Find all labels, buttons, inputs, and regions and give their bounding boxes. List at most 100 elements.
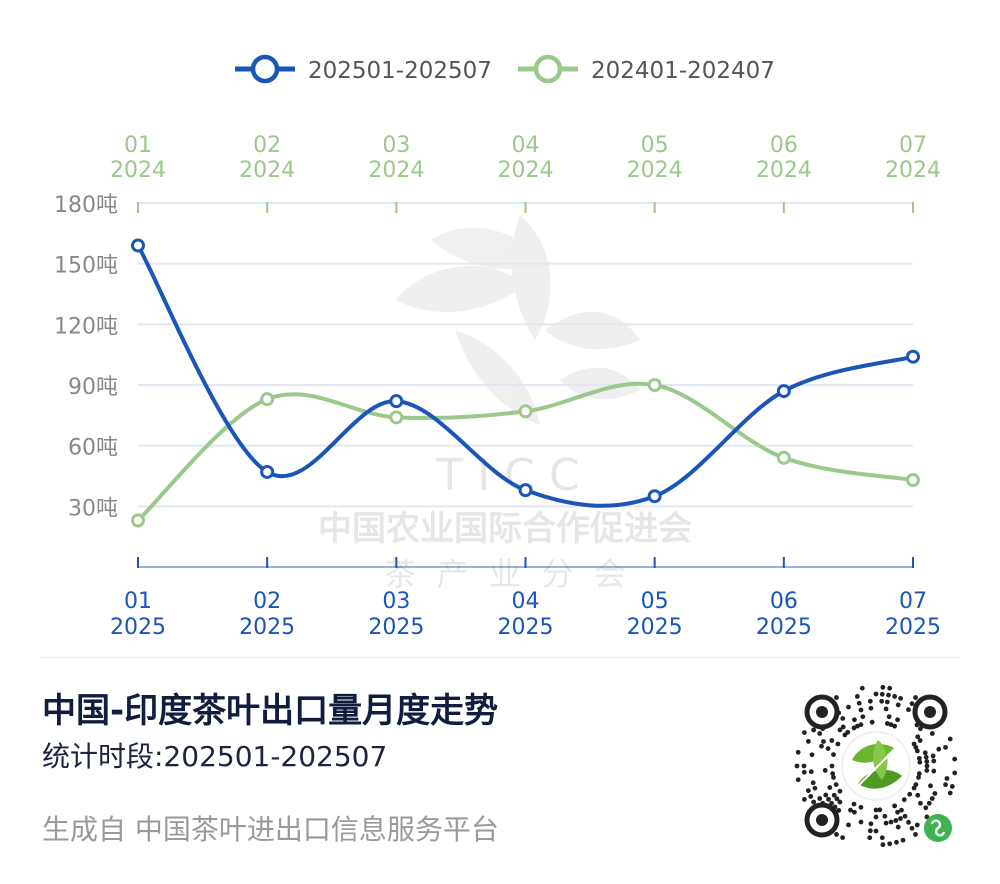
qr-dot — [907, 791, 913, 797]
qr-dot — [883, 706, 889, 712]
qr-dot — [894, 839, 899, 845]
qr-dot — [929, 796, 935, 801]
qr-dot — [835, 741, 841, 747]
tea-leaf-logo-icon — [841, 731, 911, 801]
watermark-line1: T I C C — [435, 450, 579, 501]
qr-dot — [947, 790, 953, 796]
qr-dot — [858, 707, 864, 713]
x-top-month-label: 01 — [124, 133, 152, 158]
qr-code-pattern — [794, 684, 958, 848]
qr-dot — [868, 705, 874, 711]
qr-dot — [879, 698, 885, 704]
qr-dot — [922, 750, 928, 756]
qr-dot — [851, 801, 857, 807]
data-point-1 — [260, 392, 275, 407]
qr-dot — [829, 800, 834, 806]
qr-dot — [794, 763, 800, 769]
qr-dot — [900, 837, 906, 843]
data-point-0 — [260, 464, 275, 479]
qr-dot — [840, 716, 846, 721]
qr-dot — [830, 771, 836, 777]
qr-code-icon[interactable] — [786, 676, 966, 856]
x-bottom-month-label: 03 — [382, 589, 410, 614]
qr-dot — [944, 776, 950, 781]
qr-dot — [887, 685, 893, 691]
y-tick-label: 150吨 — [54, 254, 118, 279]
qr-dot — [802, 796, 807, 802]
qr-dot — [846, 822, 851, 828]
qr-dot — [915, 734, 921, 740]
qr-dot — [914, 822, 920, 828]
qr-dot — [812, 785, 818, 791]
qr-dot — [886, 714, 892, 720]
data-point-0 — [131, 238, 145, 253]
qr-dot — [858, 722, 864, 728]
qr-dot — [867, 835, 873, 841]
qr-dot — [877, 807, 883, 813]
x-top-year-label: 2024 — [110, 158, 166, 183]
y-tick-label: 60吨 — [68, 436, 118, 461]
qr-dot — [817, 796, 823, 801]
qr-dot — [825, 746, 831, 751]
qr-dot — [852, 809, 857, 815]
qr-dot — [916, 771, 922, 777]
chart-title: 中国-印度茶叶出口量月度走势 — [42, 691, 499, 731]
qr-dot — [929, 731, 935, 736]
qr-dot — [846, 704, 851, 710]
qr-dot — [795, 749, 801, 755]
data-point-0 — [906, 349, 920, 364]
qr-dot — [826, 796, 831, 802]
x-bottom-year-label: 2025 — [239, 615, 295, 640]
qr-dot — [898, 695, 904, 701]
qr-dot — [931, 768, 937, 774]
series-points — [131, 238, 920, 528]
qr-dot — [808, 794, 814, 799]
qr-dot — [805, 738, 811, 744]
qr-dot — [916, 774, 921, 780]
qr-dot — [829, 763, 835, 769]
qr-dot — [926, 800, 932, 806]
qr-dot — [859, 685, 865, 691]
y-tick-label: 180吨 — [54, 193, 118, 218]
qr-dot — [936, 746, 942, 752]
qr-dot — [873, 691, 879, 697]
watermark-line3: 茶 产 业 分 会 — [384, 555, 625, 593]
qr-dot — [834, 832, 839, 837]
x-axes: 0120240120250220240220250320240320250420… — [110, 133, 941, 640]
qr-dot — [840, 835, 846, 840]
qr-dot — [893, 818, 899, 823]
qr-dot — [906, 819, 911, 825]
data-point-0 — [647, 489, 662, 504]
qr-dot — [915, 792, 921, 798]
qr-dot — [860, 714, 866, 720]
x-top-year-label: 2024 — [756, 158, 812, 183]
legend-label: 202401-202407 — [591, 58, 775, 84]
qr-dot — [913, 832, 918, 837]
qr-dot — [892, 723, 897, 729]
qr-dot — [947, 736, 953, 742]
qr-dot — [831, 792, 837, 798]
qr-dot — [822, 768, 828, 773]
qr-dot — [895, 702, 901, 708]
qr-dot — [923, 754, 929, 760]
series-line-0 — [136, 244, 914, 508]
qr-dot — [811, 727, 817, 733]
x-bottom-year-label: 2025 — [885, 615, 941, 640]
qr-dot — [882, 813, 888, 819]
x-top-year-label: 2024 — [239, 158, 295, 183]
legend[interactable]: 202501-202507 202401-202407 — [235, 54, 775, 84]
qr-dot — [811, 799, 817, 805]
qr-dot — [931, 758, 937, 764]
legend-swatch-marker — [250, 54, 280, 84]
data-point-1 — [518, 404, 533, 419]
x-bottom-year-label: 2025 — [110, 615, 166, 640]
qr-dot — [809, 752, 815, 758]
qr-dot — [823, 792, 829, 798]
qr-dot — [856, 700, 862, 706]
qr-dot — [805, 788, 811, 794]
qr-dot — [914, 748, 920, 754]
x-top-year-label: 2024 — [885, 158, 941, 183]
qr-dot — [834, 796, 840, 802]
line-chart: T I C C 中国农业国际合作促进会 茶 产 业 分 会 180吨 150吨 12… — [54, 54, 941, 640]
x-top-month-label: 03 — [382, 133, 410, 158]
